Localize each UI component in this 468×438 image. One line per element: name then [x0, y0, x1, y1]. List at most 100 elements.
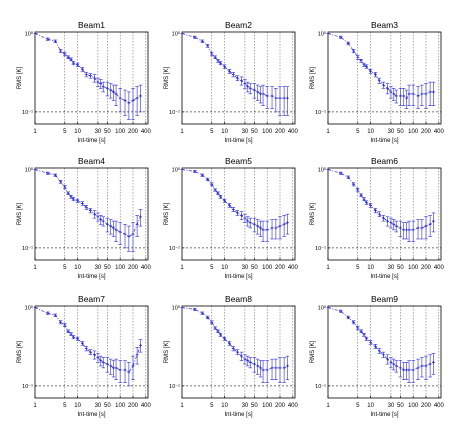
x-tick-label: 50: [251, 265, 258, 271]
data-point: [210, 320, 214, 324]
data-point: [84, 347, 88, 350]
data-point: [246, 85, 250, 89]
y-axis-label: RMS [K]: [310, 67, 316, 90]
x-tick-label: 400: [288, 403, 299, 409]
data-point: [96, 356, 100, 359]
data-point: [123, 99, 127, 102]
data-point: [362, 333, 366, 337]
panel-title: Beam8: [225, 294, 252, 304]
x-tick-label: 10: [221, 265, 228, 271]
x-tick-label: 50: [104, 403, 111, 409]
series-line: [327, 33, 434, 99]
data-point: [63, 323, 67, 327]
data-point: [392, 362, 396, 366]
panel-title: Beam2: [225, 20, 252, 30]
data-point: [72, 61, 75, 65]
x-tick-label: 30: [95, 403, 102, 409]
data-point: [72, 197, 75, 201]
y-tick-label: 10⁰: [318, 305, 327, 312]
data-point: [223, 199, 226, 203]
x-tick-label: 10: [221, 403, 228, 409]
data-point: [270, 226, 274, 230]
data-point: [101, 85, 105, 89]
data-point: [382, 83, 385, 87]
data-point: [118, 368, 122, 372]
data-point: [200, 39, 204, 43]
data-point: [392, 92, 396, 96]
x-axis-label: Int-time [s]: [224, 274, 252, 280]
beam-panel-6: 1 5 10 30 50 100 200 400 10⁰ 10⁻¹ Int-time [s] RMS …: [310, 156, 444, 280]
data-point: [407, 92, 411, 96]
data-point: [112, 226, 115, 230]
x-tick-label: 1: [33, 265, 37, 271]
data-point: [278, 366, 282, 370]
data-point: [127, 235, 131, 238]
data-point: [114, 92, 118, 96]
data-point: [432, 90, 435, 94]
data-point: [411, 368, 415, 372]
y-axis-label: RMS [K]: [164, 341, 170, 364]
x-tick-label: 1: [33, 129, 37, 135]
data-point: [81, 202, 84, 205]
data-point: [256, 90, 260, 94]
plot-frame: [181, 305, 296, 399]
y-tick-label: 10⁰: [25, 31, 34, 38]
data-point: [81, 341, 84, 345]
plot-frame: [327, 167, 442, 261]
panel-title: Beam4: [78, 156, 105, 166]
y-tick-label: 10⁻¹: [315, 246, 326, 252]
data-point: [59, 180, 63, 184]
y-axis-label: RMS [K]: [17, 203, 23, 226]
data-point: [382, 353, 385, 357]
data-point: [99, 359, 103, 363]
data-point: [69, 332, 73, 336]
data-point: [261, 228, 265, 232]
data-point: [89, 74, 92, 78]
data-point: [216, 329, 220, 333]
beam-panel-9: 1 5 10 30 50 100 200 400 10⁰ 10⁻¹ Int-time [s] RMS …: [310, 294, 444, 418]
data-point: [72, 335, 75, 339]
data-point: [356, 188, 360, 192]
series-line: [34, 307, 141, 373]
y-tick-label: 10⁰: [172, 167, 181, 174]
data-point: [236, 76, 239, 80]
data-point: [109, 88, 113, 92]
data-point: [274, 366, 278, 370]
data-point: [69, 195, 73, 199]
y-tick-label: 10⁻¹: [169, 246, 180, 252]
x-tick-label: 5: [210, 129, 214, 135]
x-tick-label: 200: [128, 265, 139, 271]
data-point: [135, 96, 139, 100]
data-point: [398, 94, 402, 98]
data-point: [424, 364, 428, 368]
data-point: [405, 228, 408, 232]
data-point: [59, 49, 63, 53]
x-tick-label: 100: [408, 265, 419, 271]
x-tick-label: 100: [408, 129, 419, 135]
panel-title: Beam3: [371, 20, 398, 30]
data-point: [420, 92, 424, 96]
data-point: [352, 182, 356, 186]
y-tick-label: 10⁻¹: [22, 110, 33, 116]
data-point: [105, 222, 109, 226]
data-point: [377, 212, 381, 216]
x-tick-label: 100: [262, 265, 273, 271]
x-tick-label: 200: [421, 403, 432, 409]
data-point: [424, 92, 428, 96]
data-point: [76, 199, 79, 203]
data-point: [252, 362, 256, 366]
data-point: [365, 201, 368, 204]
x-tick-label: 5: [63, 265, 67, 271]
data-point: [270, 366, 274, 370]
data-point: [200, 311, 204, 315]
data-point: [33, 32, 37, 36]
data-point: [392, 222, 396, 226]
data-point: [135, 353, 139, 357]
data-point: [411, 228, 415, 232]
beam-panel-3: 1 5 10 30 50 100 200 400 10⁰ 10⁻¹ Int-time [s] RMS …: [310, 20, 444, 144]
data-point: [265, 368, 269, 372]
data-point: [216, 59, 220, 63]
x-axis-label: Int-time [s]: [77, 274, 105, 280]
data-point: [231, 73, 235, 76]
data-point: [135, 222, 139, 226]
